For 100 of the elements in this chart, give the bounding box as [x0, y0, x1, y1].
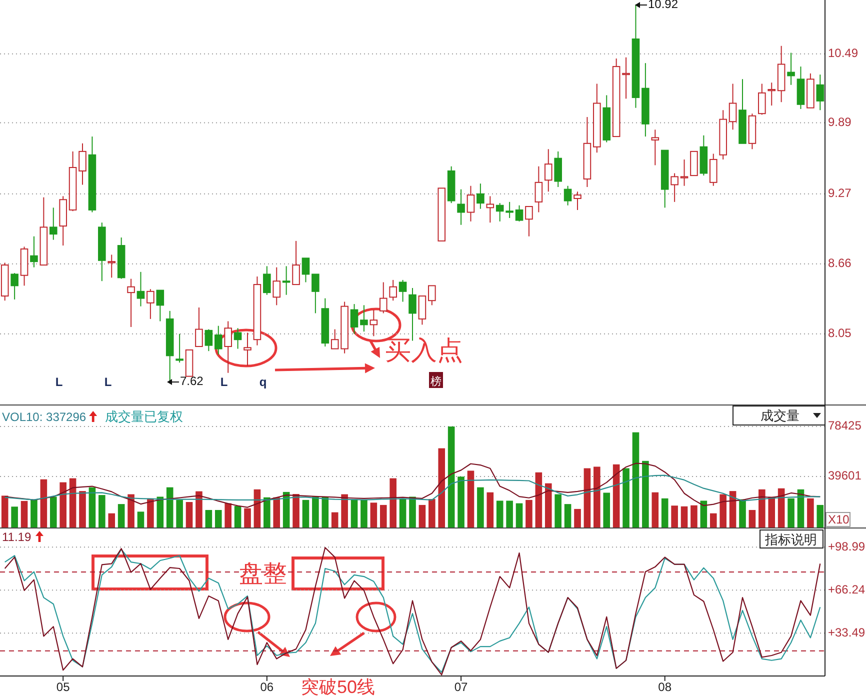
bar — [98, 495, 106, 528]
candlestick — [360, 304, 368, 332]
bar — [399, 499, 406, 528]
bar — [458, 476, 464, 528]
chart-title: 11.19 — [2, 530, 32, 544]
bar — [234, 506, 242, 528]
candlestick — [642, 62, 650, 138]
bar — [680, 506, 688, 528]
bar — [554, 494, 562, 528]
y-tick-label: 8.66 — [828, 256, 852, 270]
bar — [128, 494, 134, 528]
bar — [302, 500, 310, 528]
x-tick-label: 05 — [56, 680, 70, 694]
candlestick — [350, 304, 358, 334]
bar — [428, 499, 436, 528]
bar — [564, 504, 572, 528]
bar — [380, 504, 387, 528]
bar — [486, 492, 494, 528]
bar — [768, 496, 776, 528]
bar — [535, 472, 542, 528]
annotation: L — [220, 375, 228, 389]
bar — [30, 500, 38, 528]
bar — [244, 508, 251, 528]
annotation: 成交量 — [760, 408, 800, 423]
bar — [661, 498, 668, 528]
bar — [418, 504, 426, 528]
bar — [147, 498, 154, 528]
candlestick — [816, 74, 824, 111]
annotation: 10.92 — [648, 0, 678, 12]
line-series — [4, 474, 821, 502]
bar — [350, 499, 358, 528]
candlestick — [728, 83, 737, 130]
bar — [40, 479, 48, 528]
bar — [341, 494, 348, 528]
bar — [496, 500, 504, 528]
bar — [88, 487, 96, 528]
candlestick — [166, 310, 174, 384]
candlestick — [136, 271, 145, 307]
candlestick — [534, 166, 543, 213]
bar — [788, 498, 794, 528]
bar — [544, 483, 552, 528]
bar — [506, 500, 513, 528]
bar — [166, 487, 174, 528]
y-tick-label: 78425 — [828, 418, 862, 433]
label-box: X10 — [826, 512, 850, 527]
candlestick — [272, 266, 281, 306]
bar — [360, 500, 368, 528]
bar — [79, 491, 86, 528]
bar — [710, 513, 717, 528]
bar — [622, 468, 630, 528]
candlestick — [466, 185, 475, 222]
candlestick — [583, 116, 592, 188]
annotation: 榜 — [430, 375, 442, 388]
candlestick — [78, 142, 86, 186]
candlestick — [244, 332, 252, 366]
annotation: L — [104, 375, 112, 389]
candlestick — [108, 254, 116, 278]
candlestick — [777, 45, 786, 103]
bar — [671, 506, 678, 528]
bar — [603, 492, 610, 528]
bar — [778, 488, 785, 528]
candlestick — [486, 196, 494, 224]
bar — [20, 500, 28, 528]
bar — [584, 468, 591, 528]
bar — [214, 510, 222, 528]
bar — [1, 496, 8, 528]
candlestick — [632, 4, 640, 108]
y-tick-label: 39601 — [828, 468, 862, 483]
bar — [273, 497, 280, 528]
x-tick-label: 07 — [454, 680, 468, 694]
chart-subtitle: 成交量已复权 — [105, 409, 183, 424]
bar — [739, 499, 746, 528]
candlestick — [457, 188, 465, 226]
bar — [60, 482, 66, 528]
candlestick — [370, 309, 378, 337]
bar — [632, 432, 640, 528]
bar — [748, 510, 756, 528]
candlestick — [224, 320, 232, 374]
candlestick — [680, 158, 688, 186]
bar — [409, 496, 416, 528]
candlestick — [282, 266, 290, 296]
bar — [292, 494, 300, 528]
bar — [612, 464, 620, 528]
bar — [797, 489, 804, 528]
bar — [526, 500, 532, 528]
bar — [807, 498, 814, 528]
bar — [11, 506, 18, 528]
candlestick — [787, 52, 795, 86]
annotation: 买入点 — [385, 334, 463, 365]
bar — [282, 492, 290, 528]
bar — [720, 494, 726, 528]
y-tick-label: 8.05 — [828, 326, 852, 340]
candlestick — [30, 236, 38, 268]
chart-title: VOL10: 337296 — [2, 410, 86, 424]
bar — [186, 502, 193, 528]
bar — [816, 504, 824, 528]
y-tick-label: +33.49 — [828, 625, 866, 640]
candlestick — [768, 82, 776, 106]
bar — [137, 512, 144, 528]
candlestick — [127, 278, 135, 328]
